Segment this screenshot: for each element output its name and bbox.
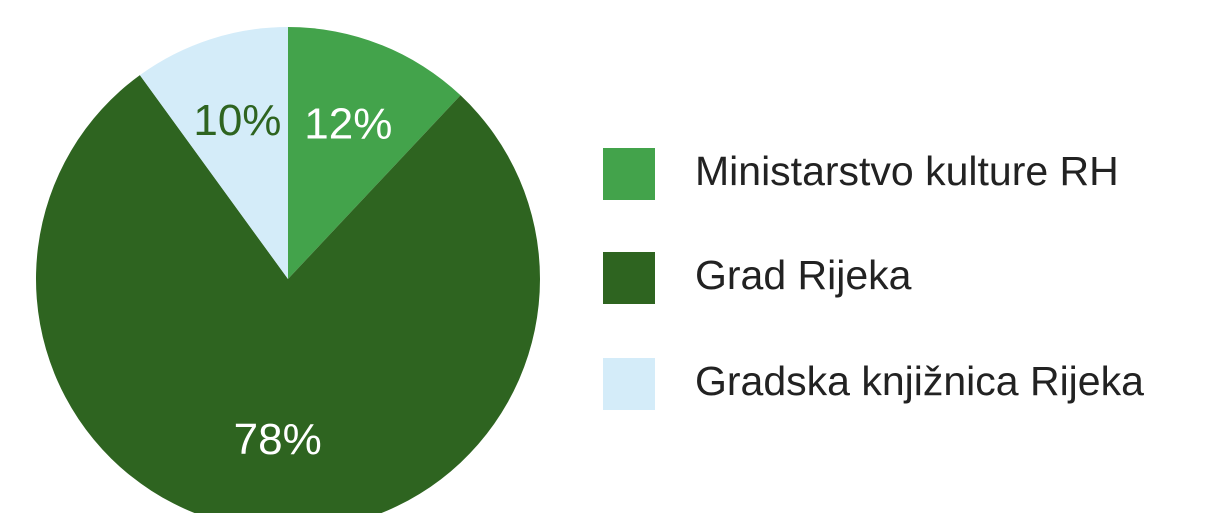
legend-label: Gradska knjižnica Rijeka [695,358,1144,404]
pie-slice [36,75,540,513]
legend-swatch [603,252,655,304]
legend-label: Ministarstvo kulture RH [695,148,1119,194]
pie-slice [288,27,461,279]
pie-slice [139,26,288,279]
legend-swatch [603,358,655,410]
slice-label: 78% [234,415,322,464]
slice-label: 10% [193,96,281,145]
slice-label: 12% [304,99,392,148]
legend-swatch [603,148,655,200]
legend-label: Grad Rijeka [695,252,912,298]
